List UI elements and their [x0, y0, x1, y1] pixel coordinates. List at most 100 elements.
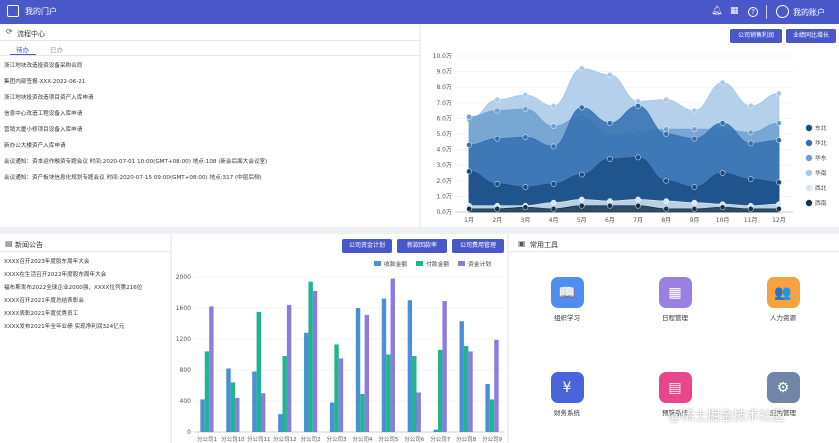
data-point [522, 184, 529, 190]
bar [485, 383, 490, 432]
legend-label: 东北 [815, 124, 827, 132]
y-tick-label: 10.0万 [433, 53, 452, 60]
yoy-growth-button[interactable]: 业绩同比增长 [786, 29, 836, 43]
bell-icon[interactable]: 🔔︎ [711, 6, 723, 16]
divider [766, 5, 767, 19]
data-point [635, 154, 641, 161]
data-point [776, 179, 782, 186]
data-point [719, 170, 726, 176]
x-tick-label: 2月 [492, 217, 502, 224]
y-tick-label: 6.0万 [436, 115, 452, 122]
legend-label: 华东 [815, 154, 827, 162]
data-point [635, 103, 641, 109]
list-item[interactable]: 浙江地块投资改造项目资产入库申请 [4, 95, 94, 101]
account-link[interactable]: 我的账户 [793, 8, 825, 17]
list-item[interactable]: 信息中心改造工程设备入库申请 [4, 111, 83, 117]
fund-plan-button[interactable]: 公司资金计划 [342, 239, 392, 253]
bar [304, 332, 309, 432]
data-point [776, 120, 782, 126]
data-point [691, 206, 698, 212]
data-point [494, 181, 501, 187]
list-item[interactable]: 营销大厦小修项目设备入库申请 [4, 127, 83, 133]
bar [463, 345, 469, 432]
sales-area-chart-panel: 公司销售利润 业绩同比增长 0.0万 1.0万 2.0万 3.0万 4.0万 5.0万 6.… [421, 24, 839, 227]
bar [256, 311, 261, 432]
help-icon[interactable]: ? [748, 7, 758, 17]
x-tick-label: 分公司10 [221, 435, 245, 443]
tools-panel: ▣ 常用工具 📖 组织学习 ▦ 日程管理 👥 人力资源 ¥ 财务系统 ▤ 预算系统 ⚙ 应用… [509, 234, 839, 443]
fund-bar-chart-panel: 公司资金计划 新款回款率 公司费用管理 0 400 800 1200 1600 2000 分… [172, 234, 507, 443]
list-item[interactable]: 新办公大楼资产入库申请 [4, 143, 66, 149]
avatar[interactable] [776, 5, 789, 18]
tab-todo[interactable]: 待办 [16, 46, 29, 54]
data-point [776, 206, 782, 212]
data-point [607, 198, 613, 204]
data-point [550, 199, 557, 206]
divider [0, 40, 419, 41]
data-point [747, 140, 754, 147]
data-point [494, 135, 501, 142]
legend-label: 付款金额 [426, 260, 449, 268]
y-tick-label: 0.0万 [436, 209, 452, 216]
bar [412, 356, 417, 432]
x-tick-label: 分公司6 [404, 435, 425, 443]
process-icon: ⟳ [6, 27, 13, 36]
list-item[interactable]: XXXX召开2021年度总结表彰会 [4, 298, 84, 304]
expense-button[interactable]: 公司费用管理 [452, 239, 504, 253]
x-tick-label: 分公司4 [352, 435, 373, 443]
tool-apps[interactable]: ⚙ 应用管理 [750, 372, 816, 417]
bar [416, 392, 421, 432]
tool-learning[interactable]: 📖 组织学习 [534, 277, 600, 322]
tool-label: 日程管理 [662, 314, 688, 322]
data-point [522, 92, 529, 98]
legend-label: 华南 [815, 169, 827, 177]
payment-rate-button[interactable]: 新款回款率 [397, 239, 447, 253]
list-item[interactable]: XXXX在生活召开2022年度股东周年大会 [4, 272, 107, 278]
x-tick-label: 分公司12 [273, 435, 297, 443]
data-point [550, 103, 557, 109]
data-point [578, 202, 585, 209]
list-item[interactable]: 集团内部签报-XXX-2022-06-21 [4, 79, 86, 85]
legend-marker [805, 154, 813, 162]
legend-marker [805, 184, 813, 192]
data-point [522, 204, 529, 211]
area-chart: 0.0万 1.0万 2.0万 3.0万 4.0万 5.0万 6.0万 7.0万 8.0万 9.0万… [433, 53, 827, 224]
legend-marker [805, 124, 813, 132]
bar [390, 278, 395, 432]
data-point [663, 198, 670, 204]
bar [278, 414, 283, 432]
x-tick-label: 7月 [633, 217, 643, 224]
bar [386, 354, 391, 432]
data-point [747, 129, 754, 136]
bar [489, 399, 495, 432]
legend-marker [458, 261, 465, 266]
data-point [607, 71, 613, 78]
x-tick-label: 分公司5 [378, 435, 399, 443]
tool-schedule[interactable]: ▦ 日程管理 [642, 277, 708, 322]
sales-profit-button[interactable]: 公司销售利润 [730, 29, 782, 43]
y-tick-label: 1200 [176, 336, 191, 343]
bar [468, 351, 473, 432]
list-item[interactable]: XXXX召开2023年度股东周年大会 [4, 259, 90, 265]
tab-done[interactable]: 已办 [50, 46, 63, 54]
list-item[interactable]: 会议通知：资产板块信息化规划专题会议 时间:2020-07-15 09:00(G… [4, 175, 262, 181]
list-item[interactable]: 福布斯发布2022全球企业2000强，XXXX位列第216位 [4, 285, 143, 291]
calendar-icon[interactable]: ▦ [730, 6, 739, 16]
tool-hr[interactable]: 👥 人力资源 [750, 277, 816, 322]
list-item[interactable]: XXXX发布2021年全年业绩 实现净利润324亿元 [4, 324, 125, 330]
tool-finance[interactable]: ¥ 财务系统 [534, 372, 600, 417]
book-icon: 📖 [550, 277, 584, 308]
y-tick-label: 1.0万 [436, 193, 452, 200]
tool-budget[interactable]: ▤ 预算系统 [642, 372, 708, 417]
list-item[interactable]: 浙江地块改造投资设备采购合同 [4, 63, 83, 69]
watermark: @稀土掘金技术社区 [668, 409, 786, 424]
legend-label: 华北 [815, 139, 827, 147]
data-point [635, 202, 641, 209]
list-item[interactable]: 会议通知：资本运作融资专题会议 时间:2020-07-01 10:00(GMT+… [4, 159, 268, 165]
portal-title: 我的门户 [25, 7, 57, 16]
data-point [578, 104, 585, 111]
bar [459, 321, 464, 432]
data-point [719, 79, 726, 86]
data-point [776, 201, 782, 208]
list-item[interactable]: XXXX表彰2021年度优秀员工 [4, 311, 79, 317]
